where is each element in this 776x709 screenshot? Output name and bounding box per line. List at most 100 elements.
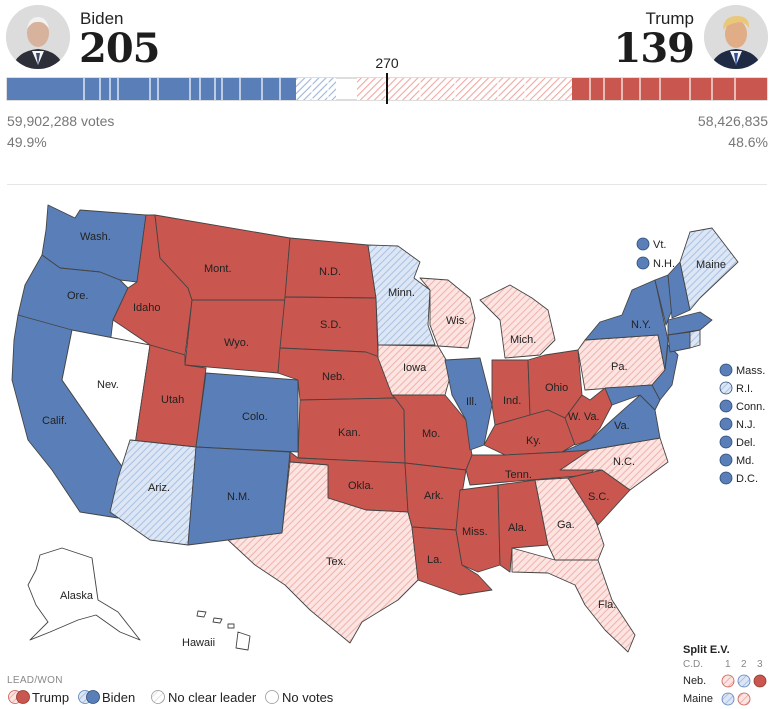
- state-illinois[interactable]: [444, 357, 493, 451]
- state-wisconsin[interactable]: [419, 277, 476, 349]
- legend-biden-won-swatch: [86, 690, 100, 704]
- label-al: Ala.: [508, 522, 527, 534]
- state-hawaii[interactable]: [196, 610, 251, 651]
- split-neb-cd2: [737, 674, 751, 688]
- legend-title: LEAD/WON: [7, 675, 63, 686]
- label-ks: Kan.: [338, 427, 361, 439]
- us-results-map: Wash. Ore. Calif. Nev. Idaho Mont. Wyo. …: [8, 204, 767, 706]
- label-or: Ore.: [67, 290, 88, 302]
- label-tn: Tenn.: [505, 469, 532, 481]
- label-nd: N.D.: [319, 266, 341, 278]
- label-la: La.: [427, 554, 442, 566]
- label-md: Md.: [736, 455, 754, 467]
- dot-new-jersey[interactable]: [719, 417, 733, 431]
- dot-rhode-island[interactable]: [719, 381, 733, 395]
- label-ak: Alaska: [60, 590, 94, 602]
- label-ut: Utah: [161, 394, 184, 406]
- trump-electoral-votes: 139: [613, 25, 695, 72]
- dot-massachusetts[interactable]: [719, 363, 733, 377]
- label-wa: Wash.: [80, 231, 111, 243]
- label-az: Ariz.: [148, 482, 170, 494]
- bar-trump-won: [572, 78, 767, 100]
- state-connecticut[interactable]: [667, 331, 691, 353]
- label-dc: D.C.: [736, 473, 758, 485]
- biden-vote-share: 49.9%: [7, 134, 47, 150]
- legend-trump-won-swatch: [16, 690, 30, 704]
- label-in: Ind.: [503, 395, 521, 407]
- label-il: Ill.: [466, 396, 477, 408]
- state-florida[interactable]: [511, 547, 636, 653]
- label-sd: S.D.: [320, 319, 341, 331]
- state-alaska[interactable]: [27, 547, 141, 641]
- label-id: Idaho: [133, 302, 161, 314]
- dot-maryland[interactable]: [719, 453, 733, 467]
- legend-no-leader-label: No clear leader: [168, 690, 257, 705]
- state-indiana[interactable]: [491, 359, 531, 426]
- label-ga: Ga.: [557, 519, 575, 531]
- label-pa: Pa.: [611, 361, 628, 373]
- split-ev-district-3: 3: [757, 659, 763, 670]
- label-ri: R.I.: [736, 383, 753, 395]
- label-ca: Calif.: [42, 415, 67, 427]
- label-tx: Tex.: [326, 556, 346, 568]
- biden-avatar: [6, 5, 70, 69]
- split-ev-row-neb: Neb.: [683, 675, 707, 687]
- split-ev-district-1: 1: [725, 659, 731, 670]
- label-ia: Iowa: [403, 362, 427, 374]
- state-massachusetts[interactable]: [667, 311, 713, 336]
- state-minnesota[interactable]: [367, 244, 436, 346]
- label-ky: Ky.: [526, 435, 541, 447]
- legend-trump-label: Trump: [32, 690, 70, 705]
- split-ev-cd-label: C.D.: [683, 659, 703, 670]
- bar-trump-lead: [357, 78, 572, 100]
- state-michigan[interactable]: [479, 284, 556, 359]
- split-neb-cd1: [721, 674, 735, 688]
- legend-no-leader-swatch: [151, 690, 165, 704]
- legend-no-votes-label: No votes: [282, 690, 334, 705]
- label-oh: Ohio: [545, 382, 568, 394]
- state-texas[interactable]: [227, 461, 419, 644]
- trump-vote-share: 48.6%: [728, 134, 768, 150]
- state-new-jersey[interactable]: [651, 344, 679, 401]
- state-maine[interactable]: [679, 227, 739, 311]
- dot-new-hampshire[interactable]: [636, 256, 650, 270]
- label-va: Va.: [614, 420, 630, 432]
- legend-biden-label: Biden: [102, 690, 136, 705]
- trump-popular-votes: 58,426,835: [697, 113, 768, 129]
- state-rhode-island[interactable]: [689, 329, 701, 349]
- label-hi: Hawaii: [182, 637, 215, 649]
- split-maine-cd2: [737, 692, 751, 706]
- dot-vermont[interactable]: [636, 237, 650, 251]
- label-ok: Okla.: [348, 480, 374, 492]
- label-mt: Mont.: [204, 263, 232, 275]
- split-ev-title: Split E.V.: [683, 644, 730, 656]
- split-neb-cd3: [753, 674, 767, 688]
- label-sc: S.C.: [588, 491, 609, 503]
- dot-delaware[interactable]: [719, 435, 733, 449]
- label-nv: Nev.: [97, 379, 119, 391]
- label-wv: W. Va.: [568, 411, 600, 423]
- label-mn: Minn.: [388, 287, 415, 299]
- label-ar: Ark.: [424, 490, 444, 502]
- header-divider: [7, 184, 767, 185]
- label-ne: Neb.: [322, 371, 345, 383]
- biden-popular-votes: 59,902,288 votes: [7, 113, 115, 129]
- label-de: Del.: [736, 437, 756, 449]
- biden-name: Biden: [80, 9, 124, 28]
- dot-dc[interactable]: [719, 471, 733, 485]
- label-ma: Mass.: [736, 365, 765, 377]
- label-nh: N.H.: [653, 258, 675, 270]
- label-co: Colo.: [242, 411, 268, 423]
- dot-connecticut[interactable]: [719, 399, 733, 413]
- electoral-vote-bar: 270: [0, 0, 776, 110]
- label-me: Maine: [696, 259, 726, 271]
- trump-avatar: [704, 5, 768, 69]
- split-ev-district-2: 2: [741, 659, 747, 670]
- split-ev-row-maine: Maine: [683, 693, 713, 705]
- split-maine-cd1: [721, 692, 735, 706]
- legend-no-votes-swatch: [265, 690, 279, 704]
- label-nj: N.J.: [736, 419, 756, 431]
- biden-electoral-votes: 205: [79, 25, 160, 72]
- label-ms: Miss.: [462, 526, 488, 538]
- bar-biden-lead: [296, 78, 336, 100]
